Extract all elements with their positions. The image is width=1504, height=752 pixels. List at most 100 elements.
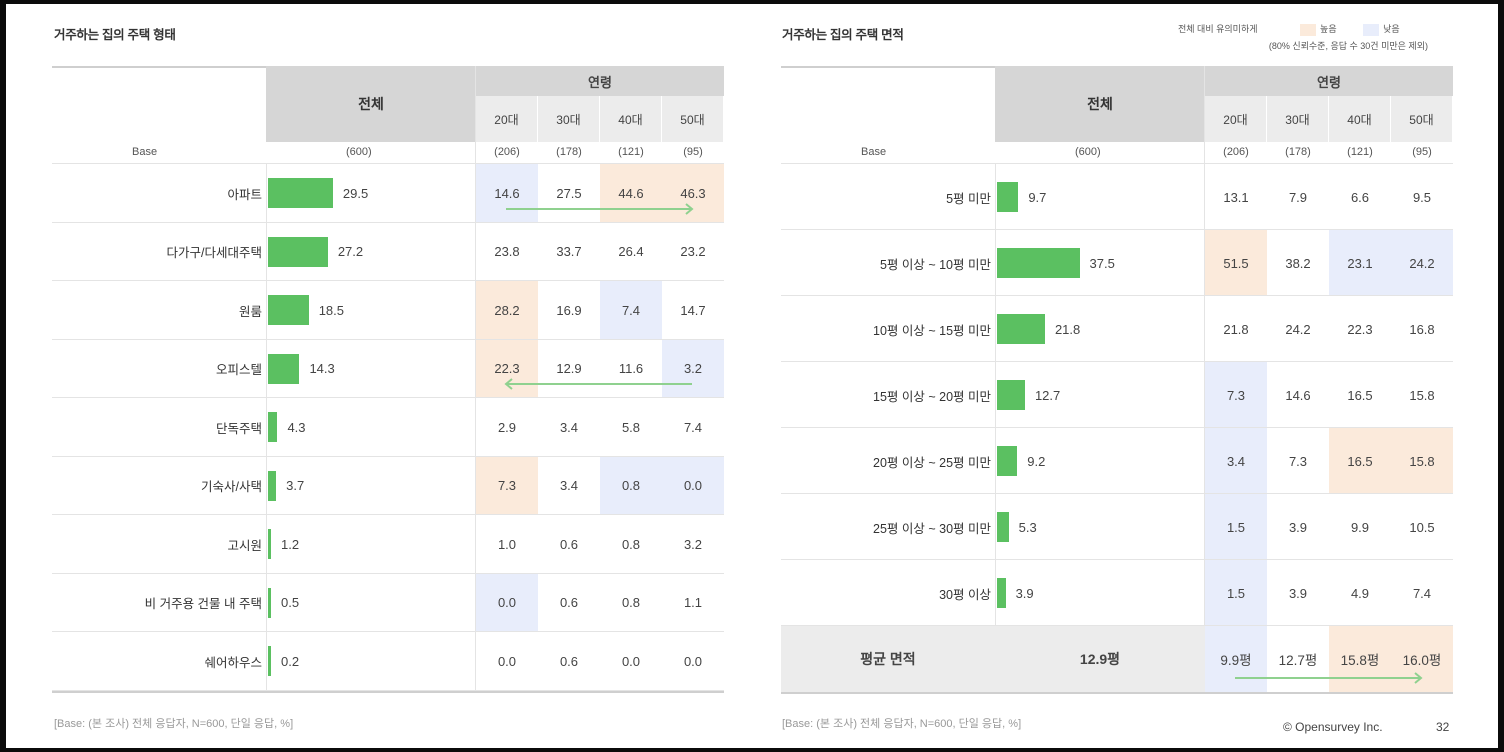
header-age-group: 연령 (476, 66, 724, 96)
base-rule (52, 163, 724, 164)
age-value: 0.6 (559, 595, 579, 611)
age-value: 3.2 (683, 536, 703, 552)
avg-total: 12.9평 (1079, 651, 1121, 667)
total-bar (268, 353, 300, 384)
row-label: 단독주택 (215, 421, 262, 436)
header-age-3: 50대 (662, 96, 723, 142)
age-value: 10.5 (1409, 519, 1435, 535)
header-age-1: 30대 (1267, 96, 1328, 142)
legend-caption: 전체 대비 유의미하게 (1178, 24, 1258, 34)
age-value: 6.6 (1350, 189, 1370, 205)
age-value: 21.8 (1223, 321, 1249, 337)
base-age-0: (206) (494, 146, 520, 158)
row-label: 고시원 (227, 538, 262, 553)
header-total: 전체 (995, 66, 1205, 142)
base-age-2: (121) (1347, 146, 1373, 158)
total-bar (268, 470, 277, 501)
total-value: 4.3 (287, 419, 306, 435)
highlight-lo-r5-c2 (600, 456, 662, 515)
age-value: 3.9 (1288, 519, 1308, 535)
avg-label: 평균 면적 (860, 651, 916, 667)
row-rule (52, 572, 724, 574)
age-value: 44.6 (618, 185, 644, 201)
row-rule (781, 427, 1453, 428)
age-value: 0.0 (683, 478, 703, 494)
age-value: 0.0 (621, 653, 641, 669)
avg-highlight-2 (1329, 626, 1391, 692)
age-value: 16.5 (1347, 387, 1373, 403)
age-value: 7.3 (1288, 453, 1308, 469)
row-rule (781, 229, 1453, 230)
total-bar (268, 236, 328, 267)
total-value: 21.8 (1054, 321, 1081, 337)
age-value: 22.3 (494, 361, 520, 377)
row-label: 다가구/다세대주택 (166, 246, 262, 261)
age-value: 13.1 (1223, 189, 1249, 205)
row-rule (52, 280, 724, 281)
highlight-lo-r4-c0 (1205, 428, 1267, 494)
right-footnote: [Base: (본 조사) 전체 응답자, N=600, 단일 응답, %] (782, 718, 1022, 730)
v-rule-total (475, 66, 476, 691)
row-rule (781, 295, 1453, 296)
total-value: 18.5 (318, 302, 344, 318)
header-age-0: 20대 (476, 96, 537, 142)
highlight-lo-r0-c0 (476, 164, 538, 223)
page-number: 32 (1436, 720, 1450, 734)
row-label: 원룸 (238, 304, 262, 319)
base-age-3: (95) (683, 146, 703, 158)
base-total: (600) (346, 146, 372, 158)
base-age-2: (121) (618, 146, 644, 158)
bottom-rule (781, 692, 1453, 694)
total-bar (997, 248, 1080, 278)
age-value: 7.3 (497, 478, 517, 494)
row-rule (52, 338, 724, 340)
age-value: 3.9 (1288, 585, 1308, 601)
v-rule-label (266, 164, 267, 691)
total-bar (997, 578, 1006, 608)
header-age-3: 50대 (1391, 96, 1452, 142)
age-value: 38.2 (1285, 255, 1311, 271)
age-value: 24.2 (1285, 321, 1311, 337)
avg-row-bg (781, 626, 1205, 692)
row-rule (781, 361, 1453, 362)
total-value: 3.7 (286, 478, 305, 494)
base-total: (600) (1075, 146, 1101, 158)
total-value: 0.5 (281, 595, 300, 611)
highlight-hi-r3-c0 (476, 339, 538, 398)
copyright: © Opensurvey Inc. (1283, 720, 1383, 734)
age-value: 0.0 (683, 653, 703, 669)
base-age-3: (95) (1412, 146, 1432, 158)
total-bar (997, 380, 1025, 410)
base-age-1: (178) (1285, 146, 1311, 158)
age-value: 16.9 (556, 302, 582, 318)
highlight-hi-r0-c2 (600, 164, 662, 223)
age-value: 16.5 (1347, 453, 1373, 469)
total-value: 37.5 (1089, 255, 1115, 271)
age-value: 0.0 (497, 653, 517, 669)
highlight-lo-r2-c2 (600, 281, 662, 340)
highlight-lo-r6-c0 (1205, 560, 1267, 626)
row-label: 5평 이상 ~ 10평 미만 (879, 257, 991, 272)
base-age-1: (178) (556, 146, 582, 158)
age-value: 33.7 (556, 244, 582, 260)
total-value: 1.2 (281, 536, 300, 552)
age-value: 9.5 (1412, 189, 1432, 205)
age-value: 0.8 (621, 536, 641, 552)
age-value: 7.4 (621, 302, 641, 318)
row-label: 5평 미만 (946, 191, 991, 206)
age-value: 9.9 (1350, 519, 1370, 535)
row-rule (781, 493, 1453, 494)
age-value: 24.2 (1409, 255, 1435, 271)
age-value: 0.8 (621, 595, 641, 611)
row-label: 30평 이상 (939, 587, 991, 602)
header-age-group: 연령 (1205, 66, 1453, 96)
trend-arrow (504, 378, 692, 390)
highlight-lo-r5-c0 (1205, 494, 1267, 560)
housing-type-table: 전체 연령 20대 30대 40대 50대 Base (600) (206) (178) (121)… (52, 66, 724, 696)
highlight-lo-r3-c3 (662, 339, 724, 398)
age-value: 11.6 (618, 361, 644, 377)
highlight-hi-r4-c2 (1329, 428, 1391, 494)
row-label: 15평 이상 ~ 20평 미만 (873, 389, 991, 404)
legend-high-swatch (1300, 23, 1317, 36)
age-value: 15.8 (1409, 453, 1435, 469)
